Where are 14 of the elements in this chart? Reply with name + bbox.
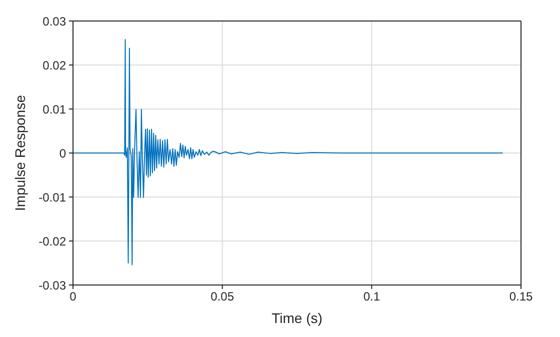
y-tick-label: 0.02 (42, 58, 66, 72)
line-series (73, 38, 504, 266)
y-tick-label: -0.01 (38, 190, 66, 204)
y-axis-title: Impulse Response (12, 94, 28, 211)
y-tick-label: -0.02 (38, 234, 66, 248)
y-tick-label: 0 (59, 146, 66, 160)
x-axis-title: Time (s) (272, 310, 322, 326)
y-tick-label: -0.03 (38, 278, 66, 292)
y-tick-label: 0.01 (42, 102, 66, 116)
x-tick-label: 0.15 (509, 290, 533, 304)
x-tick-label: 0 (70, 290, 77, 304)
y-tick-label: 0.03 (42, 14, 66, 28)
x-tick-label: 0.05 (210, 290, 234, 304)
x-tick-label: 0.1 (363, 290, 380, 304)
